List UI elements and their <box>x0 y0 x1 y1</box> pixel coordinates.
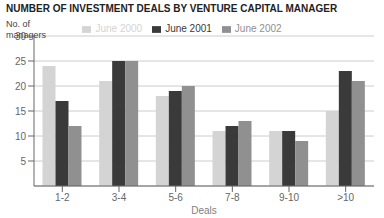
svg-text:15: 15 <box>15 106 27 117</box>
svg-text:1-2: 1-2 <box>55 192 70 203</box>
svg-text:30: 30 <box>15 31 27 42</box>
svg-text:>10: >10 <box>337 192 354 203</box>
svg-text:5-6: 5-6 <box>168 192 183 203</box>
svg-text:9-10: 9-10 <box>279 192 299 203</box>
svg-text:3-4: 3-4 <box>112 192 127 203</box>
svg-text:25: 25 <box>15 56 27 67</box>
svg-text:10: 10 <box>15 131 27 142</box>
svg-text:7-8: 7-8 <box>225 192 240 203</box>
svg-text:5: 5 <box>20 156 26 167</box>
svg-text:Deals: Deals <box>191 205 217 216</box>
svg-text:20: 20 <box>15 81 27 92</box>
